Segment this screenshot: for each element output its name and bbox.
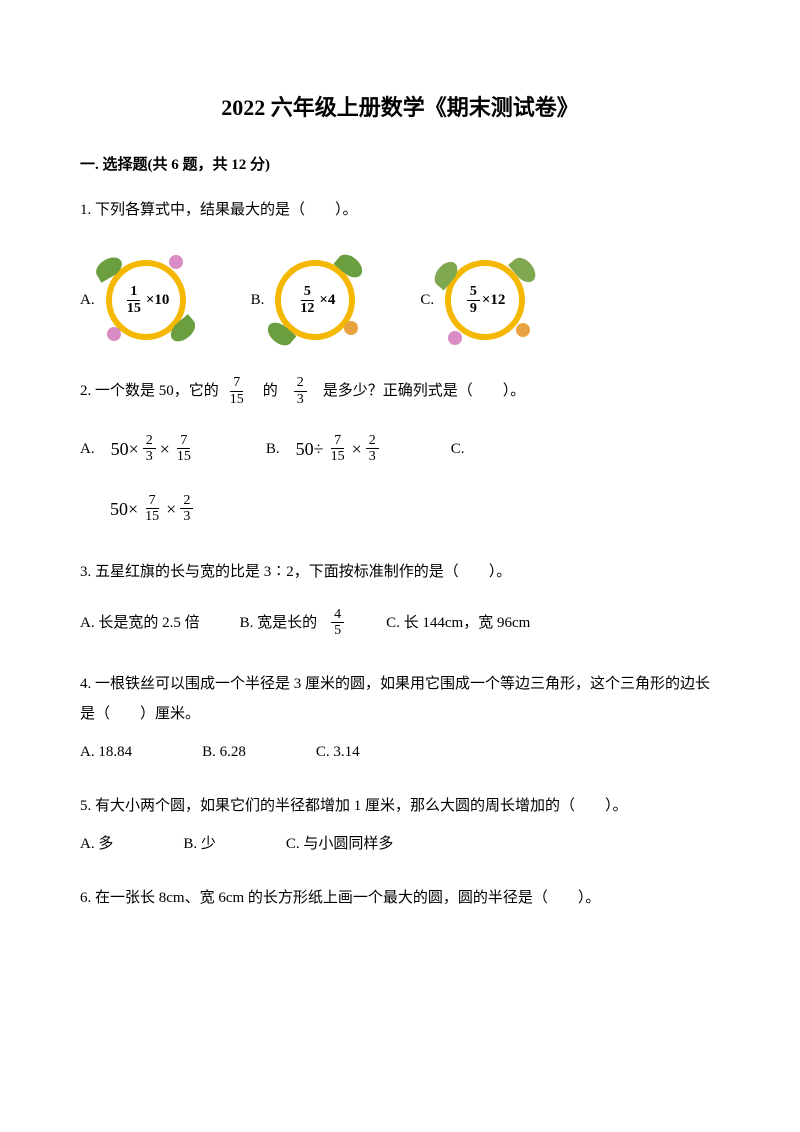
frac-den: 15	[227, 392, 247, 407]
q1-b-badge: 512 ×4	[270, 255, 360, 345]
frac-num: 7	[146, 493, 159, 509]
q4-text: 4. 一根铁丝可以围成一个半径是 3 厘米的圆，如果用它围成一个等边三角形，这个…	[80, 669, 720, 729]
frac-den: 3	[294, 392, 307, 407]
q5-option-a: A. 多	[80, 829, 113, 859]
q2-prefix: 2. 一个数是 50，它的	[80, 376, 219, 406]
frac-den: 15	[124, 301, 144, 316]
frac-num: 5	[301, 284, 314, 300]
question-5: 5. 有大小两个圆，如果它们的半径都增加 1 厘米，那么大圆的周长增加的（ ）。…	[80, 791, 720, 859]
q1-option-b: B. 512 ×4	[251, 255, 361, 345]
q1-a-badge: 115 ×10	[101, 255, 191, 345]
q2-option-a: A. 50× 23 × 715	[80, 431, 196, 467]
q1-a-label: A.	[80, 285, 95, 315]
q2-text: 2. 一个数是 50，它的 715 的 23 是多少？正确列式是（ ）。	[80, 375, 720, 407]
q1-option-c: C. 59 ×12	[420, 255, 530, 345]
expr-base: 50×	[111, 431, 139, 467]
opt-label: B.	[266, 434, 280, 464]
question-1: 1. 下列各算式中，结果最大的是（ ）。 A. 115 ×10 B.	[80, 195, 720, 345]
frac-den: 3	[366, 449, 379, 464]
q4-option-b: B. 6.28	[202, 737, 246, 767]
q1-c-badge: 59 ×12	[440, 255, 530, 345]
mult-text: ×12	[482, 285, 506, 315]
flower-icon	[107, 327, 121, 341]
frac-den: 9	[467, 301, 480, 316]
q3-b-pre: B. 宽是长的	[240, 608, 318, 638]
expr-base: 50÷	[296, 431, 324, 467]
frac-den: 15	[174, 449, 194, 464]
frac-num: 1	[127, 284, 140, 300]
q1-option-a: A. 115 ×10	[80, 255, 191, 345]
q3-options: A. 长是宽的 2.5 倍 B. 宽是长的 45 C. 长 144cm，宽 96…	[80, 607, 720, 639]
question-2: 2. 一个数是 50，它的 715 的 23 是多少？正确列式是（ ）。 A. …	[80, 375, 720, 527]
flower-icon	[448, 331, 462, 345]
q2-option-c-expr: 50× 715 × 23	[110, 491, 720, 527]
frac-num: 7	[331, 433, 344, 449]
opt-label: A.	[80, 434, 95, 464]
q1-b-label: B.	[251, 285, 265, 315]
frac-den: 5	[331, 623, 344, 638]
frac-num: 4	[331, 607, 344, 623]
q5-text: 5. 有大小两个圆，如果它们的半径都增加 1 厘米，那么大圆的周长增加的（ ）。	[80, 791, 720, 821]
q2-suffix: 是多少？正确列式是（ ）。	[323, 376, 526, 406]
frac-num: 2	[143, 433, 156, 449]
expr-base: 50×	[110, 491, 138, 527]
q3-text: 3. 五星红旗的长与宽的比是 3∶2，下面按标准制作的是（ ）。	[80, 557, 720, 587]
q1-text: 1. 下列各算式中，结果最大的是（ ）。	[80, 195, 720, 225]
expr-mid: ×	[166, 491, 176, 527]
flower-icon	[344, 321, 358, 335]
frac-den: 3	[143, 449, 156, 464]
frac-num: 2	[366, 433, 379, 449]
question-6: 6. 在一张长 8cm、宽 6cm 的长方形纸上画一个最大的圆，圆的半径是（ ）…	[80, 883, 720, 913]
flower-icon	[169, 255, 183, 269]
q2-mid: 的	[263, 376, 278, 406]
frac-num: 7	[177, 433, 190, 449]
q5-option-c: C. 与小圆同样多	[286, 829, 394, 859]
frac-num: 7	[230, 375, 243, 391]
q6-text: 6. 在一张长 8cm、宽 6cm 的长方形纸上画一个最大的圆，圆的半径是（ ）…	[80, 883, 720, 913]
q3-option-a: A. 长是宽的 2.5 倍	[80, 608, 200, 638]
q2-option-c-label: C.	[451, 434, 465, 464]
q2-options: A. 50× 23 × 715 B. 50÷ 715 × 23 C.	[80, 431, 720, 467]
q4-option-a: A. 18.84	[80, 737, 132, 767]
expr-mid: ×	[352, 431, 362, 467]
flower-icon	[516, 323, 530, 337]
frac-num: 2	[294, 375, 307, 391]
q1-options: A. 115 ×10 B. 512	[80, 255, 720, 345]
question-3: 3. 五星红旗的长与宽的比是 3∶2，下面按标准制作的是（ ）。 A. 长是宽的…	[80, 557, 720, 639]
q4-options: A. 18.84 B. 6.28 C. 3.14	[80, 737, 720, 767]
section-header: 一. 选择题(共 6 题，共 12 分)	[80, 153, 720, 177]
q2-option-b: B. 50÷ 715 × 23	[266, 431, 381, 467]
page-title: 2022 六年级上册数学《期末测试卷》	[80, 90, 720, 125]
q3-option-c: C. 长 144cm，宽 96cm	[386, 608, 530, 638]
expr-mid: ×	[160, 431, 170, 467]
q5-option-b: B. 少	[183, 829, 216, 859]
frac-den: 3	[180, 509, 193, 524]
frac-den: 15	[142, 509, 162, 524]
q4-option-c: C. 3.14	[316, 737, 360, 767]
frac-den: 12	[297, 301, 317, 316]
frac-num: 5	[467, 284, 480, 300]
mult-text: ×4	[319, 285, 335, 315]
question-4: 4. 一根铁丝可以围成一个半径是 3 厘米的圆，如果用它围成一个等边三角形，这个…	[80, 669, 720, 767]
mult-text: ×10	[146, 285, 170, 315]
opt-label: C.	[451, 434, 465, 464]
q5-options: A. 多 B. 少 C. 与小圆同样多	[80, 829, 720, 859]
frac-den: 15	[328, 449, 348, 464]
frac-num: 2	[180, 493, 193, 509]
q1-c-label: C.	[420, 285, 434, 315]
q3-option-b: B. 宽是长的 45	[240, 607, 347, 639]
